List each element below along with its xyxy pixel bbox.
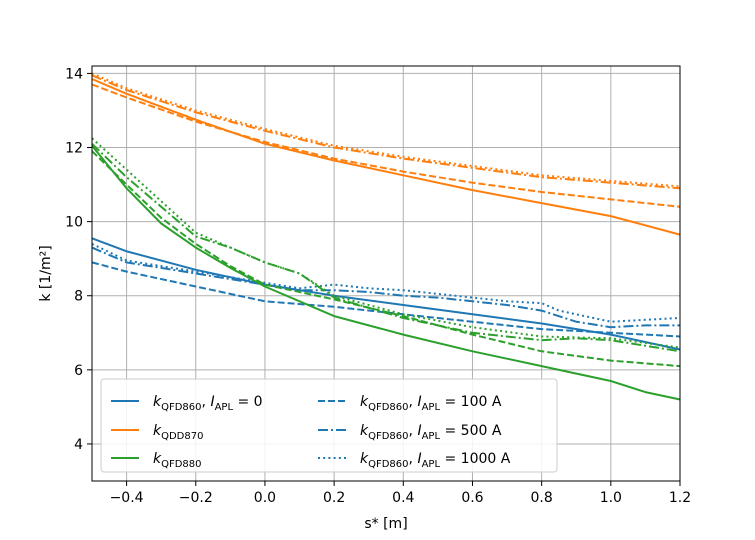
series-line-qdd870-i-500-a xyxy=(91,74,681,190)
x-axis-ticks: −0.4 −0.2 0.0 0.2 0.4 0.6 0.8 1.0 1.2 xyxy=(110,481,691,506)
x-tick-label: −0.2 xyxy=(179,490,213,506)
legend-entry-label: kQFD860, IAPL = 1000 A xyxy=(360,451,511,470)
legend: kQFD860, IAPL = 0 kQDD870 kQFD880 kQFD860, … xyxy=(100,378,558,473)
series-group xyxy=(91,72,681,401)
y-tick-label: 4 xyxy=(74,437,83,453)
x-tick-label: 1.0 xyxy=(600,490,622,506)
series-line-qfd880-i-500-a xyxy=(91,143,681,353)
series-line-qfd860-i-1000-a xyxy=(91,242,681,323)
series-line-qdd870-i-1000-a xyxy=(91,72,681,188)
series-line-qfd880-i-100-a xyxy=(91,150,681,368)
x-tick-label: 1.2 xyxy=(669,490,691,506)
x-tick-label: −0.4 xyxy=(110,490,144,506)
legend-entry-label: kQFD860, IAPL = 0 xyxy=(153,394,263,413)
y-tick-label: 10 xyxy=(65,215,83,231)
legend-entry-label: kQDD870 xyxy=(153,423,203,442)
y-tick-label: 6 xyxy=(74,363,83,379)
series-line-qfd860-i-100-a xyxy=(91,261,681,338)
legend-box xyxy=(100,378,558,473)
x-axis-label: s* [m] xyxy=(364,516,407,532)
x-tick-label: 0.4 xyxy=(392,490,414,506)
x-tick-label: 0.6 xyxy=(461,490,483,506)
series-line-qfd860-i-0 xyxy=(91,237,681,351)
x-tick-label: 0.0 xyxy=(254,490,276,506)
series-line-qdd870-i-100-a xyxy=(91,83,681,208)
series-line-qfd860-i-500-a xyxy=(91,246,680,329)
legend-entry-label: kQFD860, IAPL = 500 A xyxy=(360,423,502,442)
y-axis-ticks: 4 6 8 10 12 14 xyxy=(65,66,92,453)
plot-frame xyxy=(91,65,681,482)
y-tick-label: 14 xyxy=(65,66,83,82)
y-tick-label: 12 xyxy=(65,141,83,157)
series-line-qdd870-i-0 xyxy=(91,78,681,236)
legend-entry-label: kQFD880 xyxy=(153,451,202,470)
x-tick-label: 0.8 xyxy=(531,490,553,506)
y-tick-label: 8 xyxy=(74,289,83,305)
series-line-qfd880-i-1000-a xyxy=(91,137,681,349)
legend-entry-label: kQFD860, IAPL = 100 A xyxy=(360,394,502,413)
grid xyxy=(92,66,681,481)
series-line-qfd880-i-0 xyxy=(91,145,681,401)
y-axis-label: k [1/m²] xyxy=(38,245,54,301)
x-tick-label: 0.2 xyxy=(323,490,345,506)
